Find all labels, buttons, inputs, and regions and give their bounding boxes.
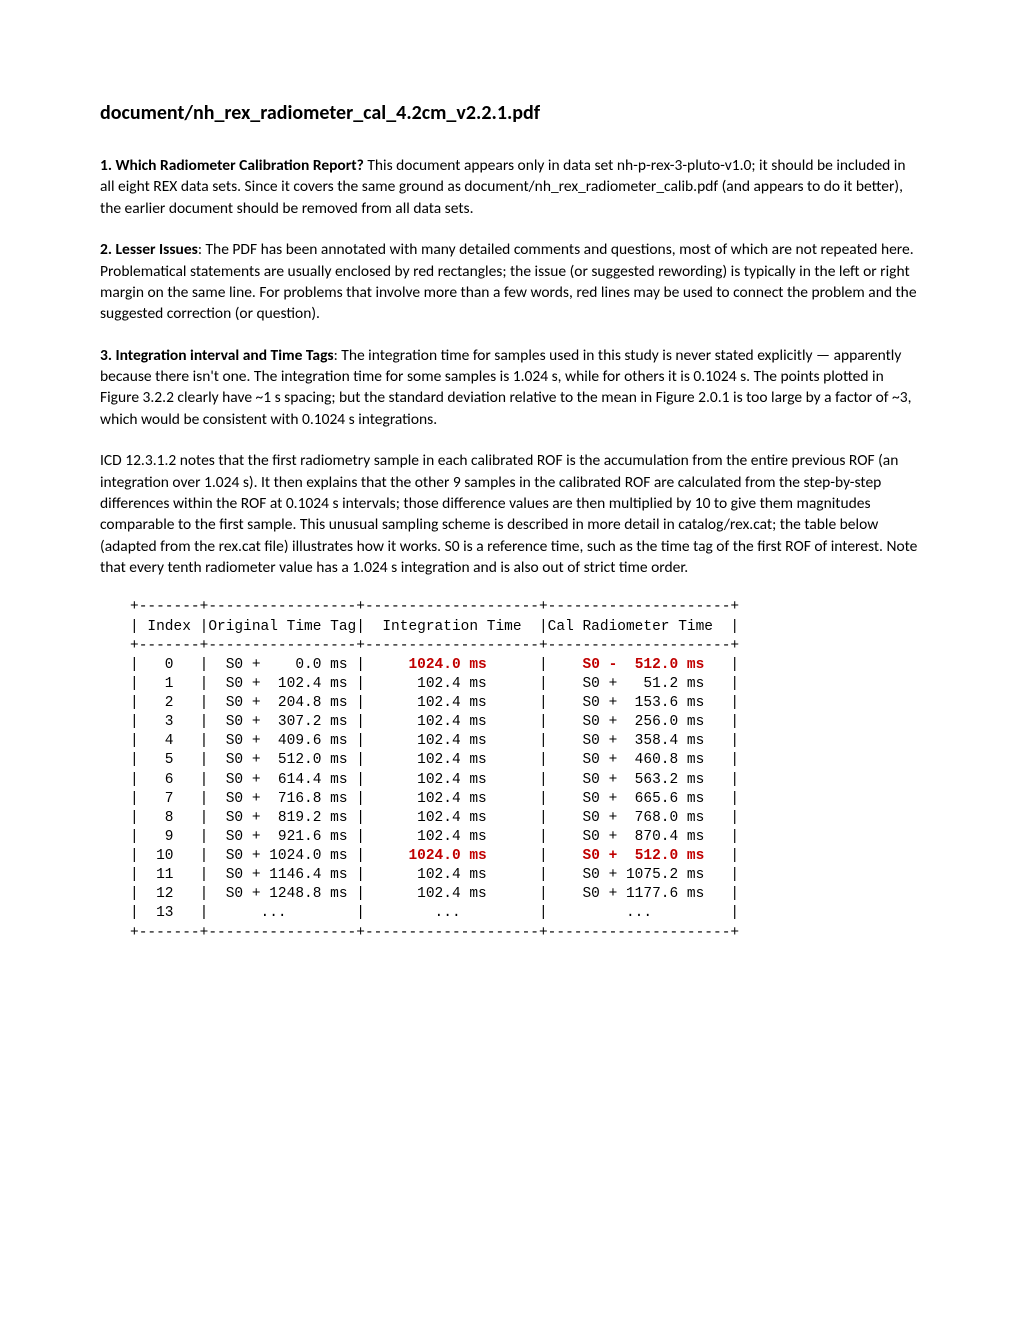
page: document/nh_rex_radiometer_cal_4.2cm_v2.… xyxy=(0,0,1020,1320)
section-2-lead: 2. Lesser Issues xyxy=(100,240,198,259)
section-3-lead: 3. Integration interval and Time Tags xyxy=(100,346,334,365)
section-3b-body: ICD 12.3.1.2 notes that the first radiom… xyxy=(100,451,917,577)
section-3: 3. Integration interval and Time Tags: T… xyxy=(100,345,920,431)
section-2-body: : The PDF has been annotated with many d… xyxy=(100,240,917,323)
document-title: document/nh_rex_radiometer_cal_4.2cm_v2.… xyxy=(100,100,920,127)
timing-table: +-------+-----------------+-------------… xyxy=(130,598,920,942)
section-1: 1. Which Radiometer Calibration Report? … xyxy=(100,155,920,219)
section-1-lead: 1. Which Radiometer Calibration Report? xyxy=(100,156,364,175)
section-3b: ICD 12.3.1.2 notes that the first radiom… xyxy=(100,450,920,578)
section-2: 2. Lesser Issues: The PDF has been annot… xyxy=(100,239,920,325)
